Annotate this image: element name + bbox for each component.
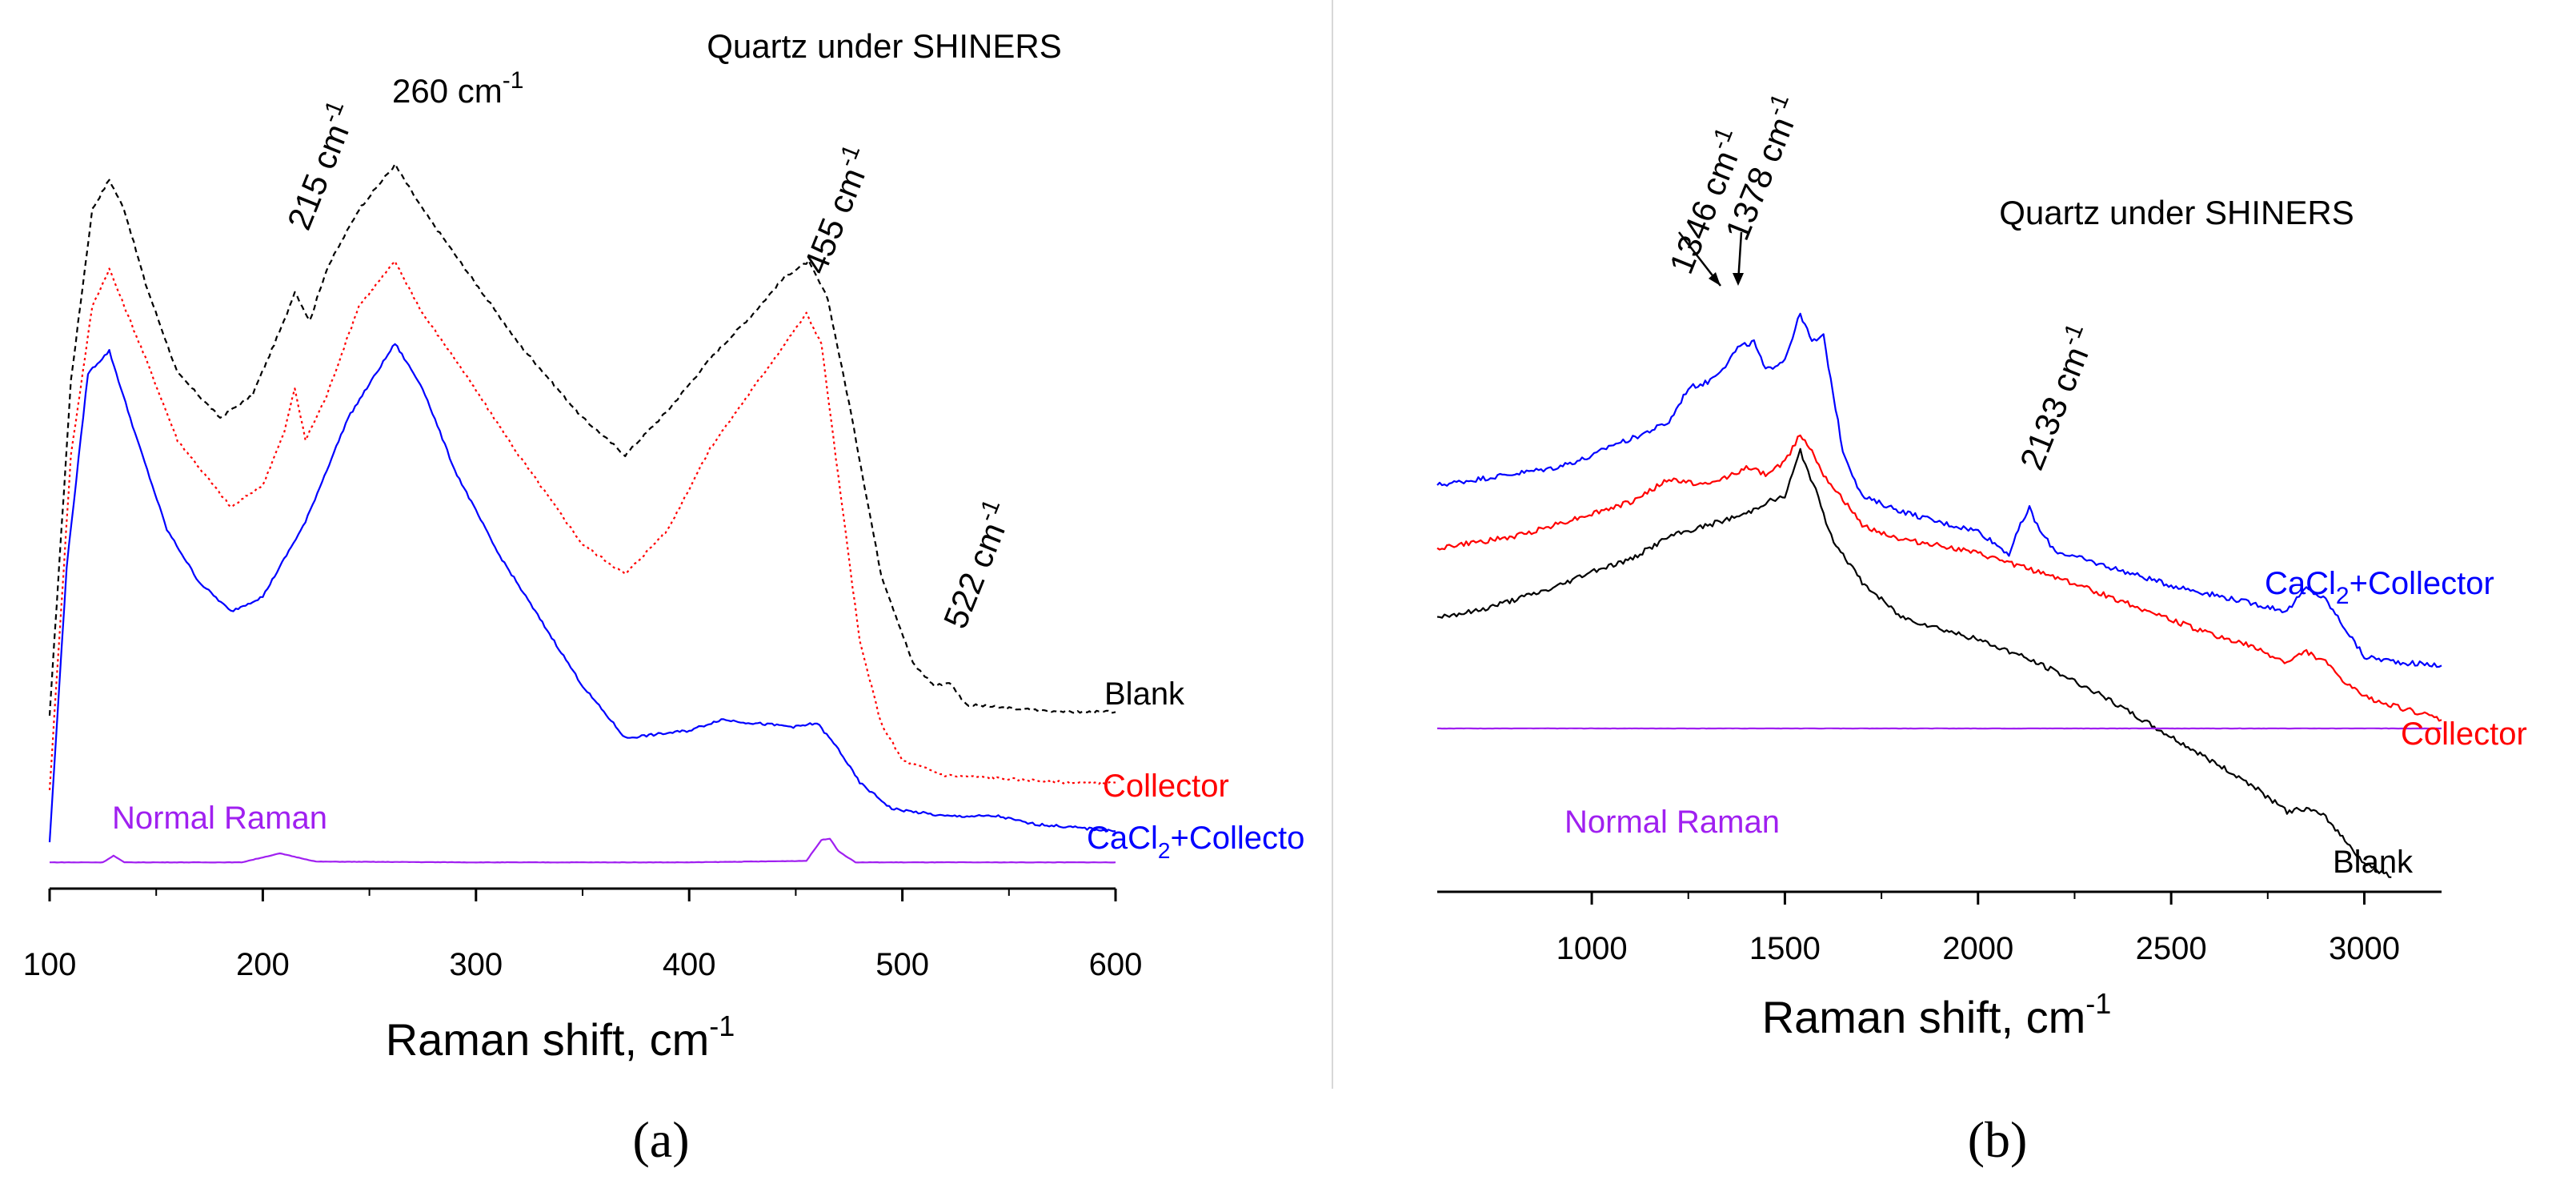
panel-b-title: Quartz under SHINERS: [1999, 194, 2354, 231]
panel-b-label: (b): [1968, 1111, 2028, 1168]
panel-a-label-cacl2-main: CaCl: [1087, 821, 1158, 856]
panel-a-series-cacl2-collector: [48, 343, 1116, 843]
panel-b-tick-label-2500: 2500: [2136, 931, 2207, 966]
panel-b-label-blank: Blank: [2333, 845, 2414, 880]
panel-a-tick-label-600: 600: [1089, 947, 1143, 982]
panel-a-ticks: 100 200 300 400 500 600: [23, 889, 1143, 982]
panel-b-label-cacl2-sub: 2: [2336, 583, 2350, 609]
panel-b-tick-label-1500: 1500: [1749, 931, 1821, 966]
panel-b-tick-label-3000: 3000: [2329, 931, 2400, 966]
panel-a-series-normal-raman: [50, 837, 1116, 864]
panel-a-label-normal-raman: Normal Raman: [112, 801, 327, 836]
panel-b-series-group: [1436, 312, 2442, 878]
panel-b-label-cacl2-collector: CaCl2+Collector: [2265, 566, 2494, 609]
panel-b-label-collector: Collector: [2401, 716, 2527, 752]
panel-a-label-collector: Collector: [1103, 769, 1229, 804]
panel-a-x-axis-label-text: Raman shift, cm: [386, 1014, 710, 1065]
panel-a-x-axis-label: Raman shift, cm-1: [386, 1009, 735, 1065]
panel-b-ticks: 1000 1500 2000 2500 3000: [1556, 892, 2400, 966]
panel-a-label-cacl2-sub: 2: [1158, 838, 1171, 863]
panel-a-tick-label-200: 200: [236, 947, 290, 982]
panel-a-tick-label-300: 300: [449, 947, 503, 982]
panel-a-annotation-260: 260 cm-1: [392, 67, 523, 110]
panel-a: 100 200 300 400 500 600 Quartz under SHINERS …: [23, 27, 1305, 1168]
panel-b-label-cacl2-main: CaCl: [2265, 566, 2336, 601]
panel-a-annotation-260-sup: -1: [503, 67, 524, 94]
panel-a-tick-label-400: 400: [663, 947, 716, 982]
panel-b-tick-label-1000: 1000: [1556, 931, 1628, 966]
panel-b-label-cacl2-tail: +Collector: [2350, 566, 2494, 601]
panel-b-label-normal-raman: Normal Raman: [1564, 805, 1780, 840]
panel-a-annotation-260-text: 260 cm: [392, 72, 503, 110]
panel-a-series-collector: [48, 260, 1116, 791]
panel-a-title: Quartz under SHINERS: [707, 27, 1062, 65]
panel-b-arrowhead-1378: [1733, 273, 1744, 286]
panel-b-x-axis-label-text: Raman shift, cm: [1762, 992, 2086, 1042]
panel-b-series-cacl2-collector: [1436, 312, 2442, 668]
panel-b-series-blank: [1436, 448, 2392, 878]
panel-a-label-blank: Blank: [1104, 676, 1185, 712]
panel-b-x-axis-label: Raman shift, cm-1: [1762, 987, 2112, 1042]
panel-a-series-group: [48, 163, 1116, 864]
panel-a-label-cacl2-tail: +Collecto: [1170, 821, 1304, 856]
panel-b-arrowhead-1346: [1709, 272, 1721, 286]
panel-b-x-axis-label-sup: -1: [2085, 987, 2111, 1020]
panel-a-x-axis-label-sup: -1: [709, 1009, 735, 1042]
panel-b-tick-label-2000: 2000: [1942, 931, 2013, 966]
panel-b-series-collector: [1436, 434, 2442, 722]
panel-a-label: (a): [632, 1111, 689, 1168]
panel-a-tick-label-100: 100: [23, 947, 77, 982]
panel-a-label-cacl2-collector: CaCl2+Collecto: [1087, 821, 1304, 863]
panel-a-tick-label-500: 500: [875, 947, 929, 982]
panel-a-series-blank: [48, 163, 1116, 716]
